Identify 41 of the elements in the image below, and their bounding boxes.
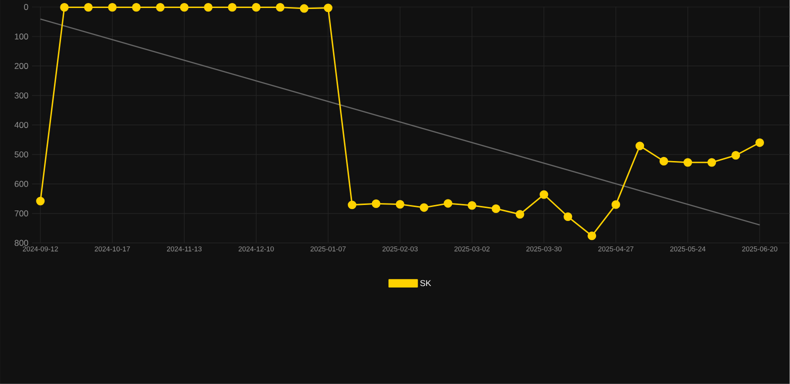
point (540, 190, 548, 199)
point (612, 200, 620, 209)
point (108, 3, 117, 12)
point (372, 199, 380, 208)
y-tick-label: 400 (14, 122, 28, 128)
y-tick-label: 800 (14, 240, 28, 246)
point (516, 210, 524, 219)
legend-label: SK (420, 280, 432, 286)
y-tick-label: 200 (14, 63, 28, 70)
point (228, 3, 237, 12)
point (36, 196, 45, 206)
point (60, 3, 69, 12)
y-tick-label: 500 (14, 152, 28, 158)
point (396, 200, 404, 209)
point (156, 3, 165, 12)
y-tick-label: 700 (14, 210, 28, 216)
point (683, 158, 692, 167)
point (300, 4, 308, 13)
y-tick-label: 100 (14, 34, 28, 40)
y-tick-label: 600 (14, 181, 28, 188)
point (660, 157, 668, 166)
y-tick-label: 300 (14, 92, 28, 99)
point (492, 204, 500, 214)
point (755, 138, 764, 148)
y-tick-label: 0 (24, 4, 28, 10)
point (468, 201, 476, 210)
point (132, 3, 141, 12)
point (707, 158, 716, 167)
point (204, 3, 213, 12)
point (564, 212, 572, 222)
point (252, 3, 260, 12)
point (324, 4, 332, 12)
point (731, 151, 740, 160)
point (636, 142, 644, 150)
point (180, 3, 189, 12)
point (276, 3, 284, 12)
point (348, 200, 356, 210)
point (588, 232, 596, 240)
point (444, 199, 452, 208)
point (84, 3, 93, 12)
point (420, 203, 428, 212)
